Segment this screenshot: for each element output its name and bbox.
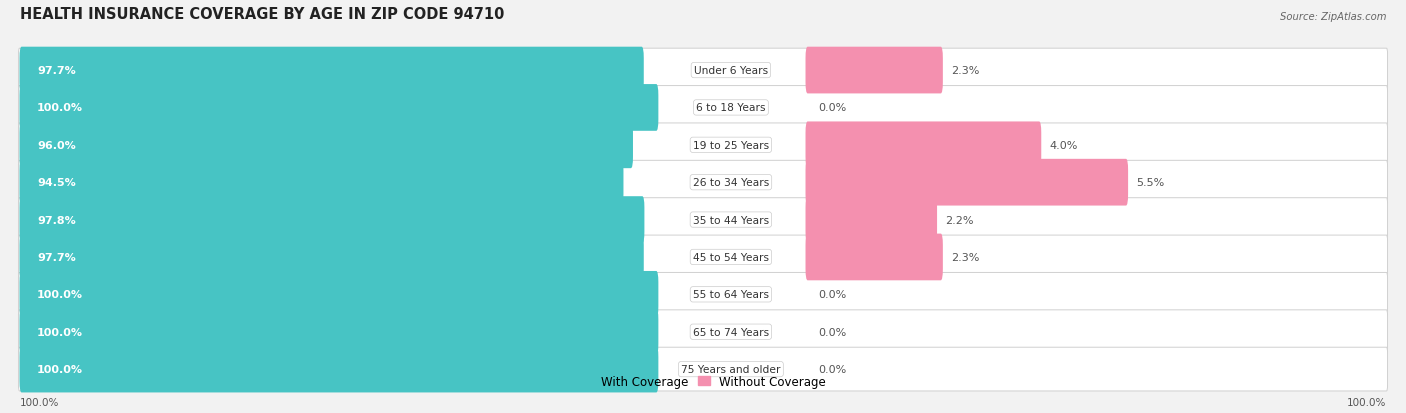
FancyBboxPatch shape [20,309,658,355]
Text: 6 to 18 Years: 6 to 18 Years [696,103,766,113]
FancyBboxPatch shape [18,86,1388,130]
Text: 55 to 64 Years: 55 to 64 Years [693,290,769,299]
FancyBboxPatch shape [20,47,644,94]
FancyBboxPatch shape [20,122,633,169]
Text: 2.2%: 2.2% [945,215,974,225]
FancyBboxPatch shape [20,159,623,206]
FancyBboxPatch shape [20,346,658,392]
FancyBboxPatch shape [806,234,943,280]
Text: 96.0%: 96.0% [37,140,76,150]
Text: Source: ZipAtlas.com: Source: ZipAtlas.com [1279,12,1386,21]
Text: 100.0%: 100.0% [1347,397,1386,407]
FancyBboxPatch shape [18,347,1388,391]
Text: 35 to 44 Years: 35 to 44 Years [693,215,769,225]
Text: 26 to 34 Years: 26 to 34 Years [693,178,769,188]
Text: 100.0%: 100.0% [37,364,83,374]
FancyBboxPatch shape [806,197,936,243]
Text: Under 6 Years: Under 6 Years [693,66,768,76]
Text: 0.0%: 0.0% [818,103,846,113]
Text: 4.0%: 4.0% [1050,140,1078,150]
Legend: With Coverage, Without Coverage: With Coverage, Without Coverage [576,371,830,391]
Text: 0.0%: 0.0% [818,364,846,374]
Text: 65 to 74 Years: 65 to 74 Years [693,327,769,337]
FancyBboxPatch shape [18,310,1388,354]
FancyBboxPatch shape [20,85,658,131]
Text: 97.7%: 97.7% [37,252,76,262]
Text: 100.0%: 100.0% [37,327,83,337]
Text: 0.0%: 0.0% [818,327,846,337]
FancyBboxPatch shape [806,47,943,94]
Text: 94.5%: 94.5% [37,178,76,188]
Text: 100.0%: 100.0% [37,103,83,113]
FancyBboxPatch shape [20,271,658,318]
Text: 5.5%: 5.5% [1136,178,1164,188]
Text: 97.8%: 97.8% [37,215,76,225]
FancyBboxPatch shape [20,197,644,243]
FancyBboxPatch shape [18,49,1388,93]
Text: 2.3%: 2.3% [952,252,980,262]
Text: 75 Years and older: 75 Years and older [681,364,780,374]
FancyBboxPatch shape [18,235,1388,279]
Text: 100.0%: 100.0% [37,290,83,299]
Text: 19 to 25 Years: 19 to 25 Years [693,140,769,150]
FancyBboxPatch shape [806,159,1128,206]
FancyBboxPatch shape [18,273,1388,316]
Text: 2.3%: 2.3% [952,66,980,76]
Text: 97.7%: 97.7% [37,66,76,76]
FancyBboxPatch shape [20,234,644,280]
Text: 100.0%: 100.0% [20,397,59,407]
Text: 45 to 54 Years: 45 to 54 Years [693,252,769,262]
FancyBboxPatch shape [18,161,1388,204]
FancyBboxPatch shape [18,198,1388,242]
FancyBboxPatch shape [18,123,1388,167]
FancyBboxPatch shape [806,122,1042,169]
Text: 0.0%: 0.0% [818,290,846,299]
Text: HEALTH INSURANCE COVERAGE BY AGE IN ZIP CODE 94710: HEALTH INSURANCE COVERAGE BY AGE IN ZIP … [20,7,503,21]
